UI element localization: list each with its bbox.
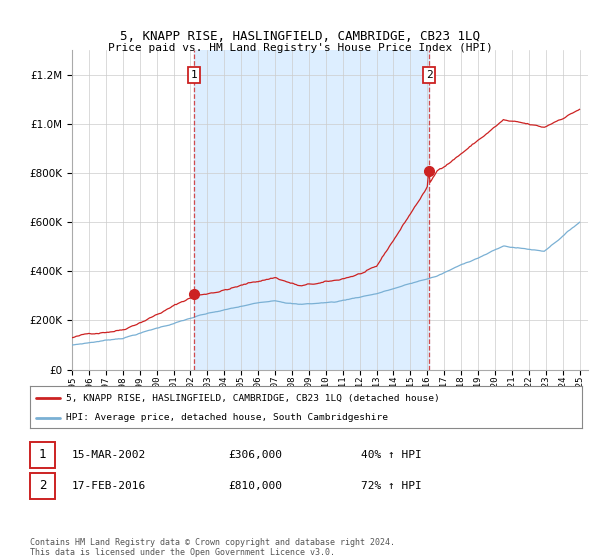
Text: 5, KNAPP RISE, HASLINGFIELD, CAMBRIDGE, CB23 1LQ: 5, KNAPP RISE, HASLINGFIELD, CAMBRIDGE, … xyxy=(120,30,480,43)
Text: £306,000: £306,000 xyxy=(229,450,283,460)
Text: 72% ↑ HPI: 72% ↑ HPI xyxy=(361,481,422,491)
Bar xyxy=(194,50,430,370)
Text: 2: 2 xyxy=(426,70,433,80)
Text: 15-MAR-2002: 15-MAR-2002 xyxy=(71,450,146,460)
Text: 17-FEB-2016: 17-FEB-2016 xyxy=(71,481,146,491)
Text: 40% ↑ HPI: 40% ↑ HPI xyxy=(361,450,422,460)
FancyBboxPatch shape xyxy=(30,442,55,468)
Text: Contains HM Land Registry data © Crown copyright and database right 2024.
This d: Contains HM Land Registry data © Crown c… xyxy=(30,538,395,557)
Text: HPI: Average price, detached house, South Cambridgeshire: HPI: Average price, detached house, Sout… xyxy=(66,413,388,422)
FancyBboxPatch shape xyxy=(30,473,55,499)
Text: 2: 2 xyxy=(38,479,46,492)
Text: £810,000: £810,000 xyxy=(229,481,283,491)
Text: 5, KNAPP RISE, HASLINGFIELD, CAMBRIDGE, CB23 1LQ (detached house): 5, KNAPP RISE, HASLINGFIELD, CAMBRIDGE, … xyxy=(66,394,440,403)
Text: 1: 1 xyxy=(38,449,46,461)
Text: Price paid vs. HM Land Registry's House Price Index (HPI): Price paid vs. HM Land Registry's House … xyxy=(107,43,493,53)
Text: 1: 1 xyxy=(190,70,197,80)
